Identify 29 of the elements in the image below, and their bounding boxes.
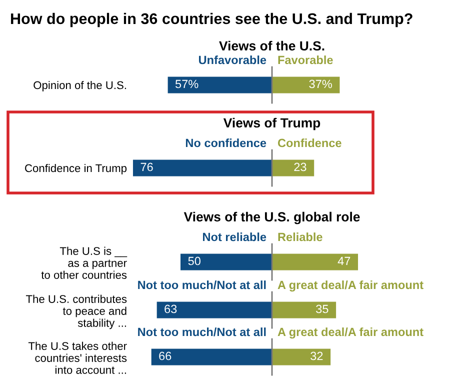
data-label: 35 [316, 304, 328, 314]
y-tick-label: The U.S. contributes to peace and stability ... [26, 294, 127, 330]
series-label: Not too much/Not at all [138, 280, 266, 290]
chart-title: Views of the U.S. global role [184, 212, 360, 224]
data-label: 50 [188, 256, 200, 266]
data-label: 32 [310, 352, 323, 360]
series-label: No confidence [186, 138, 266, 148]
y-tick-label: Confidence in Trump [25, 164, 127, 174]
data-label: 23 [294, 162, 306, 172]
chart-title: Views of Trump [223, 118, 320, 130]
series-label: Unfavorable [198, 56, 266, 64]
data-label: 57% [175, 80, 198, 88]
y-tick-label: The U.S takes other countries' interests into account ... [28, 342, 127, 374]
series-label: Reliable [278, 232, 322, 242]
series-label: A great deal/A fair amount [278, 327, 424, 339]
data-label: 66 [159, 352, 172, 360]
y-tick-label: Opinion of the U.S. [34, 80, 126, 92]
data-label: 47 [338, 256, 350, 266]
series-label: Confidence [278, 138, 342, 148]
series-label: Not too much/Not at all [138, 327, 266, 336]
y-tick-label: The U.S is __ as a partner to other countries [41, 246, 128, 279]
data-label: 37% [309, 80, 332, 88]
series-label: A great deal/A fair amount [278, 280, 424, 292]
data-label: 76 [140, 162, 153, 172]
chart-subtitle: Views of the U.S. [219, 40, 324, 51]
data-label: 63 [164, 304, 177, 314]
chart-title: How do people in 36 countries see the U.S. and Trump? [11, 12, 412, 28]
series-label: Favorable [278, 56, 333, 64]
series-label: Not reliable [203, 232, 266, 242]
